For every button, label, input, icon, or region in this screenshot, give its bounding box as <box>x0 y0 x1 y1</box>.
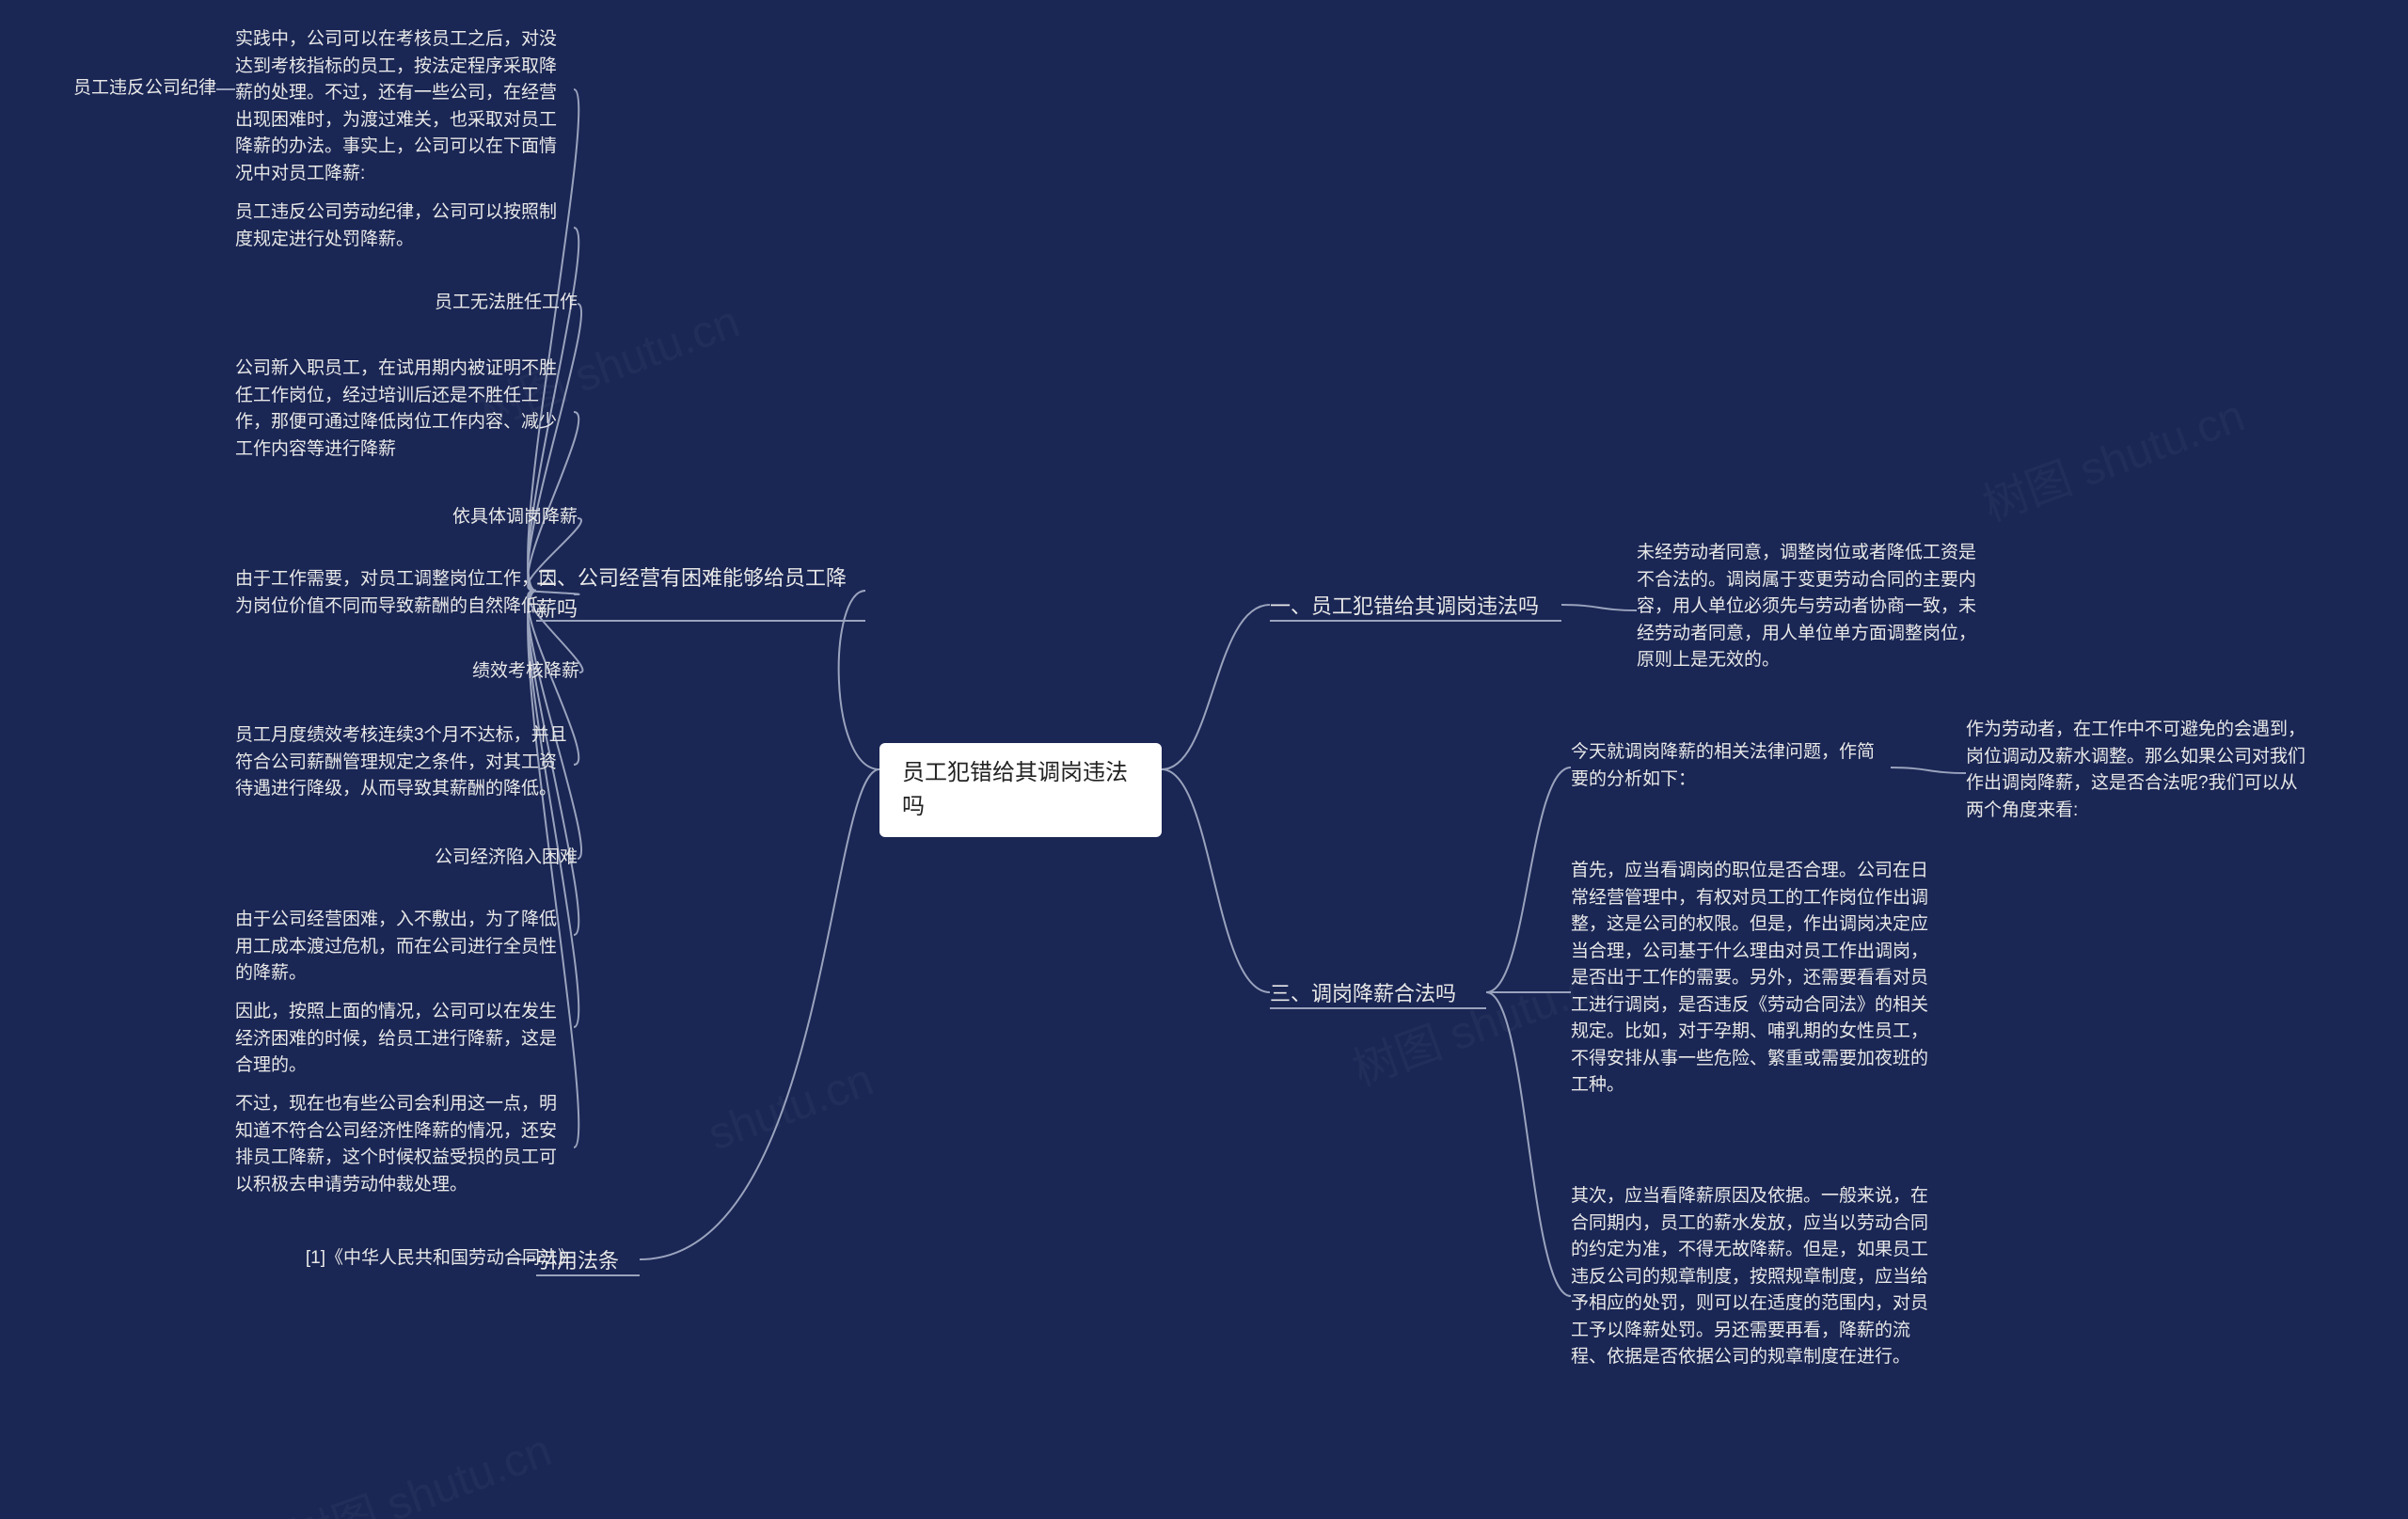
leaf-l2f: 由于工作需要，对员工调整岗位工作，因为岗位价值不同而导致薪酬的自然降低。 <box>235 566 574 620</box>
leaf-r3a1: 作为劳动者，在工作中不可避免的会遇到，岗位调动及薪水调整。那么如果公司对我们作出… <box>1966 717 2314 824</box>
leaf-r3c: 其次，应当看降薪原因及依据。一般来说，在合同期内，员工的薪水发放，应当以劳动合同… <box>1571 1183 1928 1371</box>
watermark: 树图 shutu.cn <box>279 1413 559 1519</box>
leaf-l2k: 因此，按照上面的情况，公司可以在发生经济困难的时候，给员工进行降薪，这是合理的。 <box>235 999 574 1080</box>
branch-r3: 三、调岗降薪合法吗 <box>1270 978 1486 1009</box>
leaf-l2c: 员工无法胜任工作 <box>399 290 578 317</box>
leaf-r3b: 首先，应当看调岗的职位是否合理。公司在日常经营管理中，有权对员工的工作岗位作出调… <box>1571 858 1928 1100</box>
branch-r1: 一、员工犯错给其调岗违法吗 <box>1270 591 1561 622</box>
leaf-lref-a: [1]《中华人民共和国劳动合同法》 <box>256 1245 576 1273</box>
leaf-l2a-peer: 实践中，公司可以在考核员工之后，对没达到考核指标的员工，按法定程序采取降薪的处理… <box>235 26 574 187</box>
leaf-l2d: 公司新入职员工，在试用期内被证明不胜任工作岗位，经过培训后还是不胜任工作，那便可… <box>235 356 574 463</box>
mindmap-root: 员工犯错给其调岗违法吗 <box>879 743 1162 837</box>
branch-l2: 二、公司经营有困难能够给员工降薪吗 <box>536 562 865 625</box>
leaf-l2e: 依具体调岗降薪 <box>418 504 578 531</box>
leaf-l2a: 员工违反公司纪律 <box>38 75 216 103</box>
leaf-l2l: 不过，现在也有些公司会利用这一点，明知道不符合公司经济性降薪的情况，还安排员工降… <box>235 1091 574 1198</box>
leaf-l2b: 员工违反公司劳动纪律，公司可以按照制度规定进行处罚降薪。 <box>235 199 574 253</box>
leaf-l2i: 公司经济陷入困难 <box>399 845 578 872</box>
leaf-l2g: 绩效考核降薪 <box>438 658 579 686</box>
watermark: 树图 shutu.cn <box>1972 378 2252 533</box>
leaf-r3a: 今天就调岗降薪的相关法律问题，作简要的分析如下： <box>1571 739 1891 793</box>
leaf-l2j: 由于公司经营困难，入不敷出，为了降低用工成本渡过危机，而在公司进行全员性的降薪。 <box>235 907 574 988</box>
watermark: shutu.cn <box>702 1054 879 1162</box>
leaf-l2h: 员工月度绩效考核连续3个月不达标，并且符合公司薪酬管理规定之条件，对其工资待遇进… <box>235 722 574 803</box>
leaf-r1a: 未经劳动者同意，调整岗位或者降低工资是不合法的。调岗属于变更劳动合同的主要内容，… <box>1637 540 1985 674</box>
